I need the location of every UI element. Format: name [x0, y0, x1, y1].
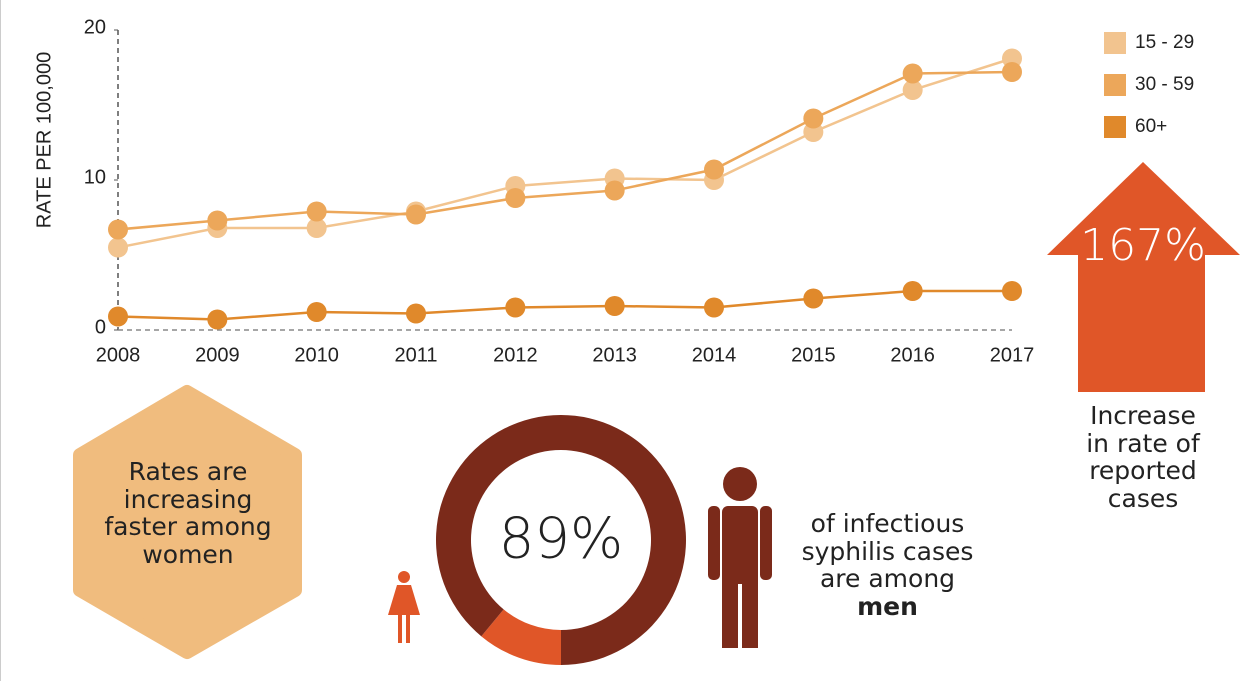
y-tick-label: 10: [84, 166, 106, 188]
callout-emphasis: men: [857, 591, 918, 621]
data-point: [1002, 281, 1022, 301]
series-line: [117, 57, 1013, 249]
data-point: [306, 201, 327, 222]
increase-caption: Increase in rate of reported cases: [1086, 401, 1200, 513]
data-point: [704, 297, 724, 318]
x-tick-label: 2014: [692, 344, 737, 366]
x-tick-label: 2008: [96, 344, 141, 366]
data-point: [902, 281, 923, 301]
data-point: [902, 80, 923, 100]
data-point: [902, 63, 923, 84]
female-icon: [388, 571, 420, 643]
x-tick-label: 2017: [990, 344, 1035, 366]
x-tick-label: 2013: [592, 344, 637, 366]
data-point: [406, 303, 426, 324]
data-point: [604, 180, 625, 201]
note: Rates are increasing faster among women: [104, 457, 272, 569]
data-point: [604, 296, 625, 316]
male-icon: [708, 467, 772, 648]
data-point: [108, 219, 128, 240]
data-point: [108, 306, 128, 327]
series-line: [117, 289, 1012, 321]
increase-value: 167%: [1080, 220, 1206, 271]
legend-label: 60+: [1135, 116, 1167, 137]
y-axis-label: RATE PER 100,000: [33, 52, 55, 228]
donut-label: 89%: [499, 506, 623, 571]
data-point: [803, 108, 824, 129]
x-tick-label: 2015: [791, 344, 836, 366]
donut-segment: [481, 609, 561, 665]
data-point: [505, 297, 526, 318]
arrow: [1047, 162, 1240, 392]
x-tick-label: 2016: [890, 344, 935, 366]
data-point: [207, 210, 228, 231]
data-point: [306, 218, 327, 238]
data-point: [704, 159, 724, 180]
legend-swatch: [1104, 74, 1126, 96]
y-tick-label: 0: [95, 316, 106, 338]
x-tick-label: 2009: [195, 344, 240, 366]
data-point: [1002, 62, 1022, 82]
data-point: [108, 237, 128, 258]
callout-text: of infectious syphilis cases are among: [801, 509, 974, 593]
legend-swatch: [1104, 32, 1126, 54]
x-tick-label: 2012: [493, 344, 538, 366]
x-tick-label: 2010: [294, 344, 339, 366]
callout: of infectious syphilis cases are among m…: [790, 510, 985, 620]
y-tick-label: 20: [84, 16, 106, 38]
data-point: [406, 204, 426, 225]
legend-label: 15 - 29: [1135, 32, 1194, 53]
data-point: [803, 288, 824, 309]
series-line: [117, 70, 1013, 231]
legend-label: 30 - 59: [1135, 74, 1194, 95]
legend-swatch: [1104, 116, 1126, 138]
data-point: [505, 188, 526, 208]
data-point: [306, 302, 327, 322]
hexagon: [73, 385, 302, 659]
x-tick-label: 2011: [394, 344, 437, 366]
data-point: [207, 309, 228, 330]
